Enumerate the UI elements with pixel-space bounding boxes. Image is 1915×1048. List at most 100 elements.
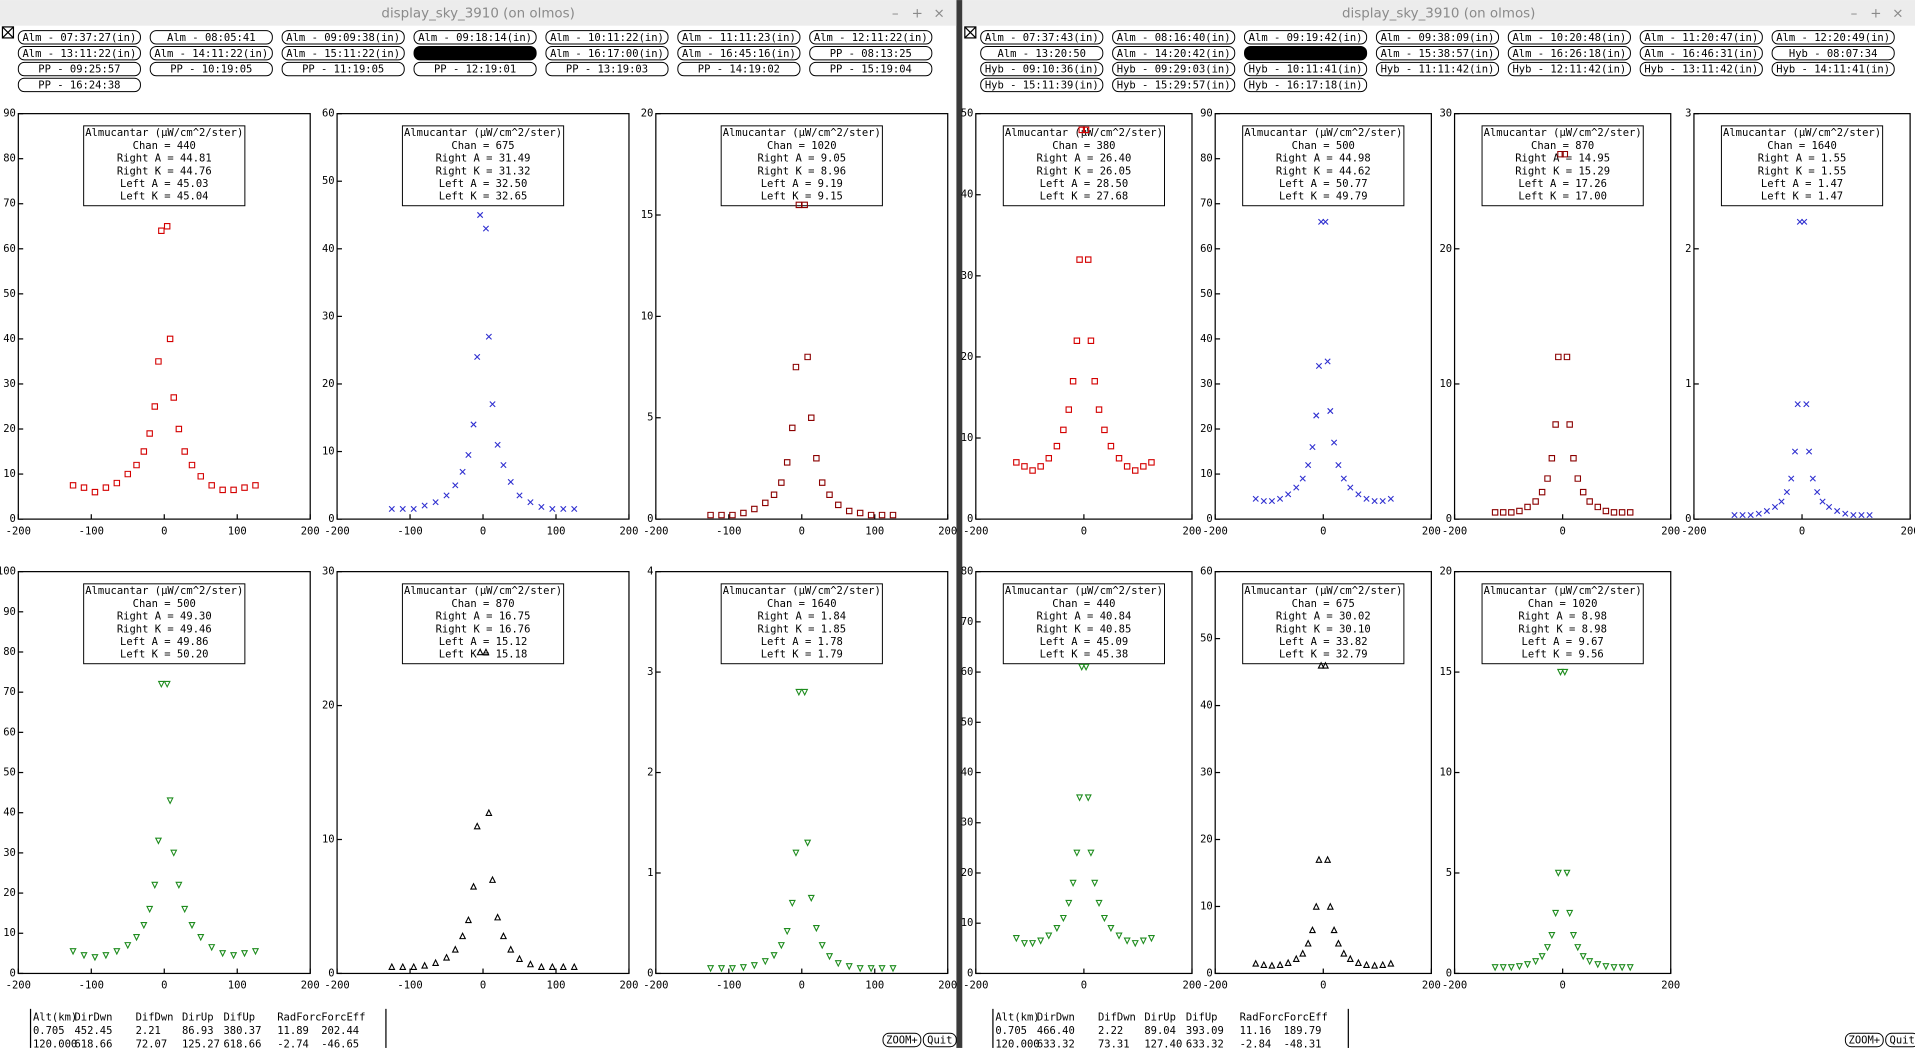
- file-button[interactable]: [809, 45, 933, 61]
- file-button-label[interactable]: Alm - 15:24:52(in): [418, 48, 532, 60]
- file-button[interactable]: [17, 77, 141, 93]
- window-control[interactable]: ×: [934, 6, 945, 21]
- file-button[interactable]: [1507, 45, 1631, 61]
- file-button-label[interactable]: Hyb - 11:11:42(in): [1381, 64, 1495, 76]
- file-button-label[interactable]: Alm - 16:17:00(in): [550, 48, 664, 60]
- file-button[interactable]: [1244, 45, 1368, 61]
- file-button-label[interactable]: Alm - 13:11:22(in): [22, 48, 136, 60]
- file-button[interactable]: [809, 30, 933, 45]
- file-button[interactable]: [1112, 77, 1236, 93]
- file-button[interactable]: [809, 61, 933, 77]
- control-button-label[interactable]: ZOOM+: [1849, 1035, 1881, 1047]
- file-button-label[interactable]: Alm - 16:45:16(in): [682, 48, 796, 60]
- file-button[interactable]: [413, 61, 537, 77]
- file-button-label[interactable]: PP - 08:13:25: [830, 48, 912, 60]
- file-button[interactable]: [1375, 30, 1500, 45]
- file-button[interactable]: [677, 45, 801, 61]
- file-button-label[interactable]: Alm - 07:37:43(in): [985, 32, 1099, 44]
- file-button-label[interactable]: Alm - 09:09:38(in): [286, 32, 400, 44]
- file-button[interactable]: [545, 45, 669, 61]
- file-button-label[interactable]: Alm - 10:11:22(in): [550, 32, 664, 44]
- file-button-label[interactable]: Alm - 14:11:22(in): [154, 48, 268, 60]
- file-button-label[interactable]: Hyb - 12:11:42(in): [1512, 64, 1626, 76]
- file-button[interactable]: [1112, 45, 1236, 61]
- file-button[interactable]: [1771, 61, 1895, 77]
- file-button-label[interactable]: Alm - 08:05:41: [167, 32, 256, 44]
- file-button[interactable]: [980, 45, 1104, 61]
- file-button[interactable]: [17, 61, 141, 77]
- window-control[interactable]: +: [912, 6, 923, 21]
- file-button-label[interactable]: Hyb - 15:29:57(in): [1117, 80, 1231, 92]
- file-button-label[interactable]: Alm - 12:11:22(in): [814, 32, 928, 44]
- file-button-label[interactable]: Hyb - 14:11:41(in): [1776, 64, 1890, 76]
- file-button-label[interactable]: Alm - 11:11:23(in): [682, 32, 796, 44]
- file-button[interactable]: [1507, 61, 1631, 77]
- file-button-label[interactable]: PP - 16:24:38: [38, 80, 120, 92]
- file-button[interactable]: [1375, 45, 1500, 61]
- file-button[interactable]: [17, 45, 141, 61]
- file-button-label[interactable]: Hyb - 15:11:39(in): [985, 80, 1099, 92]
- control-button[interactable]: [1885, 1032, 1915, 1048]
- file-button-label[interactable]: PP - 10:19:05: [170, 64, 252, 76]
- file-button[interactable]: [149, 45, 273, 61]
- file-button[interactable]: [281, 61, 405, 77]
- file-button[interactable]: [677, 30, 801, 45]
- file-button-label[interactable]: Alm - 12:20:49(in): [1776, 32, 1890, 44]
- file-button[interactable]: [1639, 61, 1763, 77]
- control-button-label[interactable]: ZOOM+: [886, 1035, 918, 1047]
- file-button[interactable]: [1771, 45, 1895, 61]
- file-button[interactable]: [17, 30, 141, 45]
- file-button[interactable]: [1244, 77, 1368, 93]
- file-button[interactable]: [545, 30, 669, 45]
- file-button-label[interactable]: Alm - 09:38:09(in): [1381, 32, 1495, 44]
- file-button-label[interactable]: Alm - 16:46:31(in): [1644, 48, 1758, 60]
- file-button-label[interactable]: Alm - 15:20:39(in): [1249, 48, 1363, 60]
- control-button-label[interactable]: Quit: [927, 1035, 952, 1047]
- file-button-label[interactable]: Alm - 09:18:14(in): [418, 32, 532, 44]
- file-button[interactable]: [1244, 61, 1368, 77]
- file-button-label[interactable]: Alm - 14:20:42(in): [1117, 48, 1231, 60]
- file-button[interactable]: [1375, 61, 1500, 77]
- control-button[interactable]: [922, 1032, 957, 1048]
- file-button[interactable]: [413, 30, 537, 45]
- file-button-label[interactable]: PP - 12:19:01: [434, 64, 516, 76]
- file-button[interactable]: [281, 30, 405, 45]
- file-button-label[interactable]: PP - 13:19:03: [566, 64, 648, 76]
- file-button[interactable]: [1244, 30, 1368, 45]
- control-button[interactable]: [1844, 1032, 1884, 1048]
- file-button[interactable]: [1507, 30, 1631, 45]
- file-button[interactable]: [545, 61, 669, 77]
- window-control[interactable]: –: [892, 6, 899, 21]
- file-button-label[interactable]: Alm - 15:38:57(in): [1381, 48, 1495, 60]
- file-button-label[interactable]: Alm - 08:16:40(in): [1117, 32, 1231, 44]
- window-control[interactable]: –: [1851, 6, 1858, 21]
- file-button-label[interactable]: Hyb - 13:11:42(in): [1644, 64, 1758, 76]
- file-button[interactable]: [1639, 30, 1763, 45]
- close-box[interactable]: [1, 26, 15, 39]
- file-button-label[interactable]: PP - 11:19:05: [302, 64, 384, 76]
- file-button-label[interactable]: Alm - 15:11:22(in): [286, 48, 400, 60]
- file-button[interactable]: [980, 30, 1104, 45]
- file-button-label[interactable]: Alm - 07:37:27(in): [22, 32, 136, 44]
- file-button[interactable]: [1639, 45, 1763, 61]
- window-control[interactable]: +: [1870, 6, 1881, 21]
- file-button[interactable]: [1112, 30, 1236, 45]
- file-button-label[interactable]: Alm - 11:20:47(in): [1644, 32, 1758, 44]
- close-box[interactable]: [964, 26, 977, 39]
- file-button-label[interactable]: PP - 14:19:02: [698, 64, 780, 76]
- file-button[interactable]: [413, 45, 537, 61]
- file-button-label[interactable]: Alm - 09:19:42(in): [1249, 32, 1363, 44]
- file-button-label[interactable]: Hyb - 09:29:03(in): [1117, 64, 1231, 76]
- file-button-label[interactable]: PP - 15:19:04: [830, 64, 912, 76]
- file-button[interactable]: [980, 77, 1104, 93]
- file-button-label[interactable]: Alm - 10:20:48(in): [1512, 32, 1626, 44]
- control-button[interactable]: [882, 1032, 922, 1048]
- file-button-label[interactable]: Alm - 13:20:50: [998, 48, 1087, 60]
- file-button-label[interactable]: Hyb - 10:11:41(in): [1249, 64, 1363, 76]
- file-button[interactable]: [149, 30, 273, 45]
- file-button[interactable]: [980, 61, 1104, 77]
- file-button-label[interactable]: PP - 09:25:57: [38, 64, 120, 76]
- file-button[interactable]: [1112, 61, 1236, 77]
- file-button-label[interactable]: Alm - 16:26:18(in): [1512, 48, 1626, 60]
- file-button[interactable]: [281, 45, 405, 61]
